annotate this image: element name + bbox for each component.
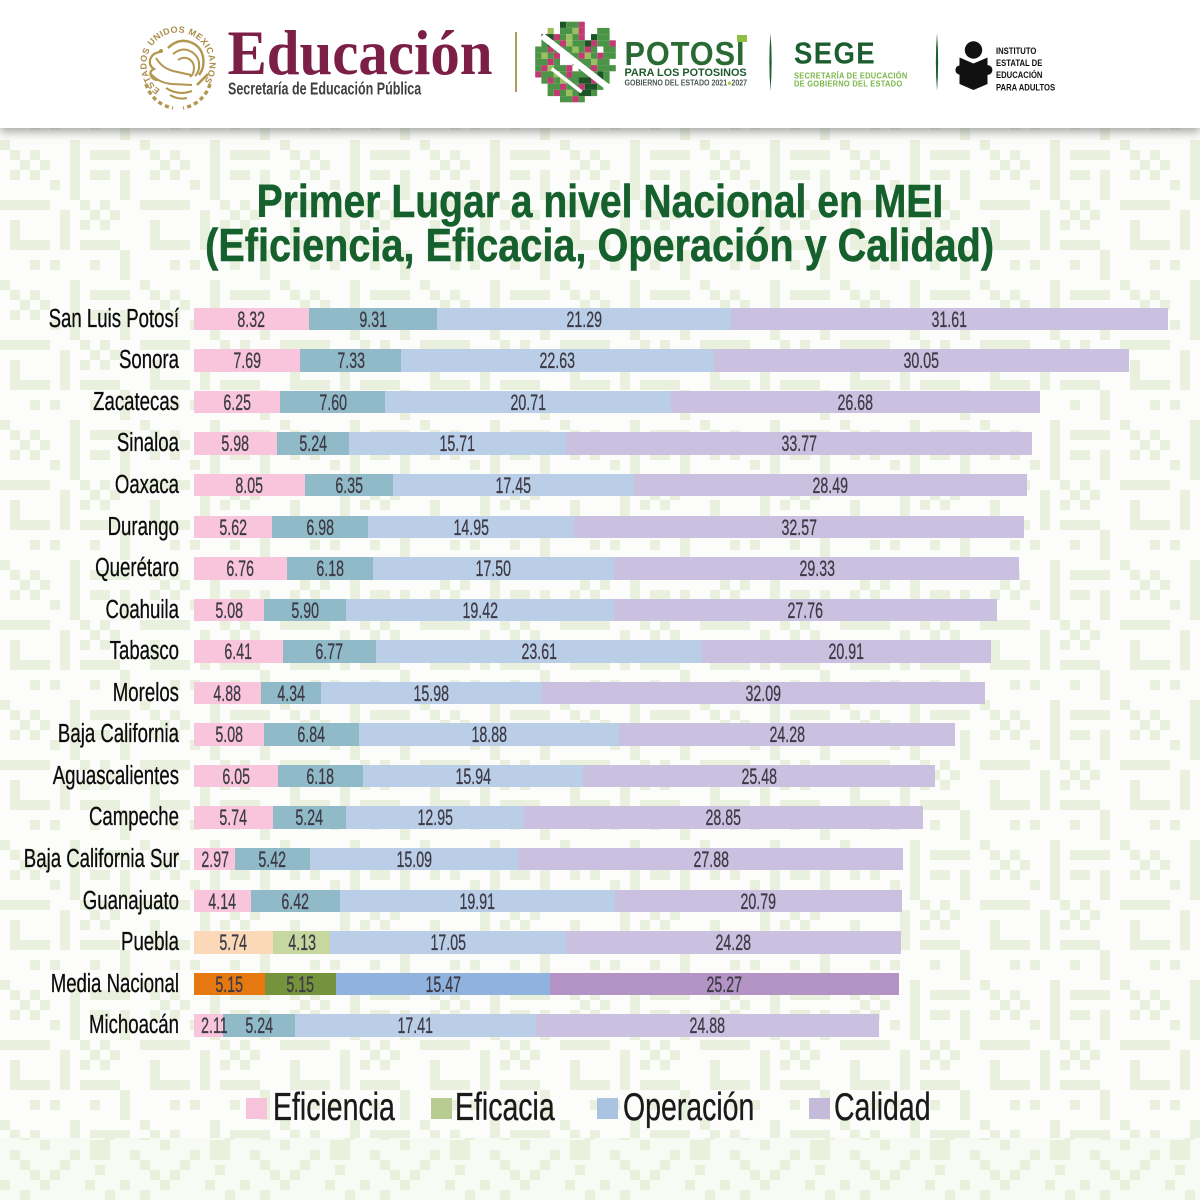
svg-text:SECRETARÍA DE EDUCACIÓN: SECRETARÍA DE EDUCACIÓN [794,71,907,81]
svg-text:ESTATAL DE: ESTATAL DE [996,57,1043,68]
svg-text:EDUCACIÓN: EDUCACIÓN [996,68,1042,80]
svg-text:PARA ADULTOS: PARA ADULTOS [996,82,1055,93]
svg-text:DE GOBIERNO DEL ESTADO: DE GOBIERNO DEL ESTADO [794,79,902,89]
svg-text:POTOSÍ: POTOSÍ [625,35,746,72]
svg-text:Secretaría de Educación Públic: Secretaría de Educación Pública [228,80,422,100]
svg-text:INSTITUTO: INSTITUTO [996,45,1037,56]
svg-text:GOBIERNO DEL ESTADO 2021●2027: GOBIERNO DEL ESTADO 2021●2027 [625,78,748,88]
svg-text:SEGE: SEGE [794,36,876,71]
svg-text:PARA LOS POTOSINOS: PARA LOS POTOSINOS [625,67,747,79]
svg-text:Educación: Educación [228,19,493,88]
